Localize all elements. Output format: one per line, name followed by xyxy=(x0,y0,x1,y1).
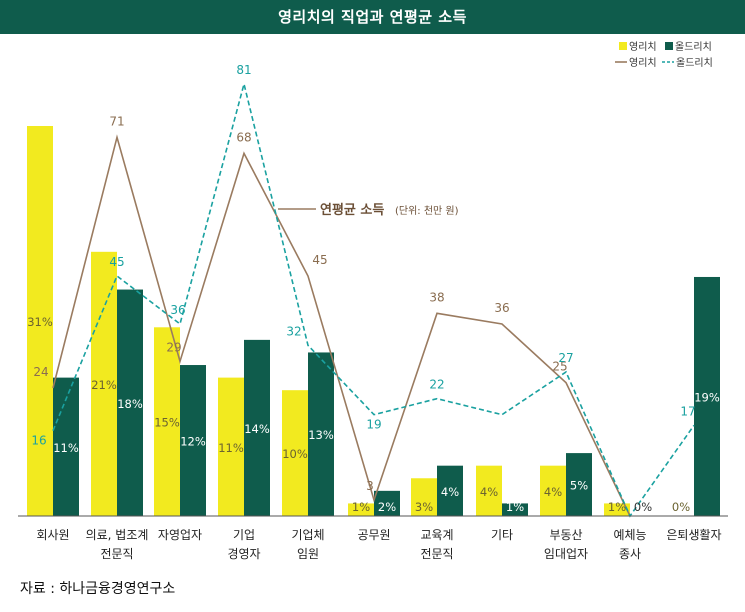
bar-young-0 xyxy=(27,126,53,516)
legend-label-old-bar: 올드리치 xyxy=(675,41,712,53)
bar-old-5 xyxy=(374,490,400,516)
x-tick-label-5-0: 공무원 xyxy=(357,528,390,542)
line-label-young-6: 38 xyxy=(429,290,444,304)
line-label-young-7: 36 xyxy=(494,301,509,315)
income-annotation: 연평균 소득 (단위: 천만 원) xyxy=(278,202,459,218)
chart-canvas: 31%11%21%18%15%12% 11%14%10%13%1% 2% 3%4% 4%… xyxy=(18,41,728,561)
chart-header xyxy=(0,0,745,34)
bar-old-7 xyxy=(502,503,528,516)
line-label-old-3: 81 xyxy=(236,63,251,77)
line-label-old-6: 22 xyxy=(429,378,444,392)
bar-young-2 xyxy=(154,327,180,516)
x-tick-label-7-0: 기타 xyxy=(491,528,513,542)
bar-label-old-7: 1% xyxy=(506,500,524,514)
bar-young-6 xyxy=(411,478,437,516)
bar-label-young-0: 31% xyxy=(27,315,53,329)
bar-old-10 xyxy=(694,276,720,516)
x-tick-label-8-1: 임대업자 xyxy=(544,547,588,561)
bar-young-1 xyxy=(91,251,117,516)
lines-layer xyxy=(52,83,695,518)
bar-label-young-7: 4% xyxy=(480,485,498,499)
x-tick-label-4-1: 임원 xyxy=(297,547,319,561)
x-tick-label-2-0: 자영업자 xyxy=(158,528,202,542)
bar-young-9 xyxy=(604,503,630,516)
bar-label-young-10: 0% xyxy=(672,500,690,514)
bar-label-old-6: 4% xyxy=(441,485,459,499)
line-label-old-10: 17 xyxy=(680,404,695,418)
legend-label-old-line: 올드리치 xyxy=(676,57,713,69)
x-tick-label-3-0: 기업 xyxy=(233,528,255,542)
line-label-young-1: 71 xyxy=(109,114,124,128)
bar-label-old-3: 14% xyxy=(244,422,270,436)
line-label-young-0: 24 xyxy=(33,365,48,379)
bar-label-old-0: 11% xyxy=(53,441,79,455)
legend-swatch-old-bar xyxy=(665,42,673,50)
x-tick-label-9-0: 예체능 xyxy=(613,528,646,542)
bars-layer xyxy=(27,126,720,516)
bar-label-young-6: 3% xyxy=(415,500,433,514)
bar-label-old-9: 0% xyxy=(634,500,652,514)
line-label-old-5: 19 xyxy=(366,418,381,432)
bar-label-old-1: 18% xyxy=(117,397,143,411)
bar-old-2 xyxy=(180,365,206,516)
line-label-old-2: 36 xyxy=(170,303,185,317)
bar-label-old-5: 2% xyxy=(378,500,396,514)
x-tick-label-6-1: 전문직 xyxy=(420,547,453,561)
x-tick-label-0-0: 회사원 xyxy=(36,528,69,542)
bar-label-young-9: 1% xyxy=(608,500,626,514)
bar-label-young-1: 21% xyxy=(91,378,117,392)
bar-label-old-4: 13% xyxy=(308,428,334,442)
bar-young-5 xyxy=(348,503,374,516)
bar-young-3 xyxy=(218,377,244,516)
bar-label-old-2: 12% xyxy=(180,435,206,449)
legend-label-young-line: 영리치 xyxy=(629,57,657,69)
line-label-young-2: 29 xyxy=(166,340,181,354)
chart-title: 영리치의 직업과 연평균 소득 xyxy=(278,8,467,26)
x-tick-label-1-1: 전문직 xyxy=(100,547,133,561)
line-label-young-5: 3 xyxy=(366,479,374,493)
bar-label-young-5: 1% xyxy=(352,500,370,514)
x-tick-label-4-0: 기업체 xyxy=(291,528,324,542)
line-label-young-3: 68 xyxy=(236,130,251,144)
line-label-old-0: 16 xyxy=(31,434,46,448)
line-label-young-4: 45 xyxy=(312,253,327,267)
bar-old-8 xyxy=(566,453,592,516)
legend-swatch-young-bar xyxy=(619,42,627,50)
bar-label-old-8: 5% xyxy=(570,479,588,493)
bar-label-old-10: 19% xyxy=(694,390,720,404)
annotation-unit: (단위: 천만 원) xyxy=(395,204,459,217)
line-label-young-8: 25 xyxy=(552,360,567,374)
legend-label-young-bar: 영리치 xyxy=(629,41,657,53)
bar-old-6 xyxy=(437,465,463,516)
x-tick-label-8-0: 부동산 xyxy=(549,528,582,542)
source-note: 자료 : 하나금융경영연구소 xyxy=(20,581,176,597)
labels-layer: 31%11%21%18%15%12% 11%14%10%13%1% 2% 3%4% 4%… xyxy=(27,63,720,514)
bar-old-4 xyxy=(308,352,334,516)
line-label-old-4: 32 xyxy=(286,324,301,338)
x-tick-label-6-0: 교육계 xyxy=(420,528,453,542)
bar-young-4 xyxy=(282,390,308,516)
bar-label-young-8: 4% xyxy=(544,485,562,499)
bar-young-8 xyxy=(540,465,566,516)
bar-label-young-3: 11% xyxy=(218,441,244,455)
line-young xyxy=(52,134,631,517)
bar-label-young-2: 15% xyxy=(154,416,180,430)
bar-young-7 xyxy=(476,465,502,516)
line-label-old-1: 45 xyxy=(109,255,124,269)
line-old xyxy=(52,83,695,518)
x-tick-label-1-0: 의료, 법조계 xyxy=(86,528,149,542)
line-label-old-8: 27 xyxy=(558,351,573,365)
annotation-title: 연평균 소득 xyxy=(320,202,384,218)
bar-old-1 xyxy=(117,289,143,516)
x-tick-label-9-1: 종사 xyxy=(619,547,641,561)
x-tick-label-10-0: 은퇴생활자 xyxy=(666,528,721,542)
bar-old-3 xyxy=(244,339,270,516)
bar-label-young-4: 10% xyxy=(282,447,308,461)
x-tick-label-3-1: 경영자 xyxy=(227,547,260,561)
